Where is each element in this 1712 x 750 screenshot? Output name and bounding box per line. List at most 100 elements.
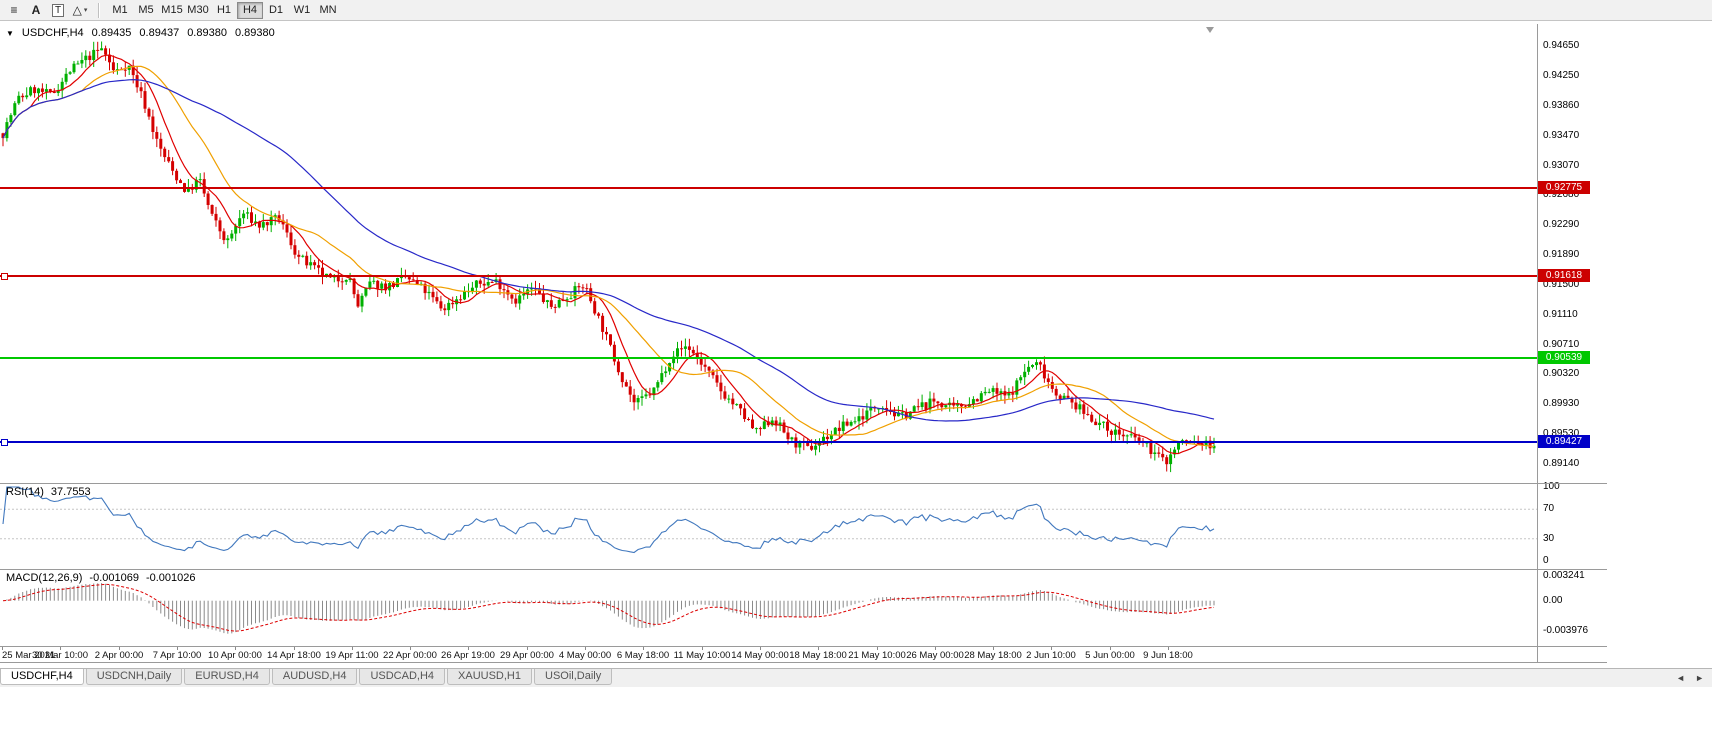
top-toolbar: ≡ A T △ ▾ M1 M5 M15 M30 H1 H4 D1 W1 MN xyxy=(0,0,1712,21)
tab-scroll-buttons: ◄ ► xyxy=(1676,673,1704,683)
time-axis-tick xyxy=(993,647,994,650)
chart-window-bottom-border xyxy=(0,662,1607,663)
time-axis-label: 25 Mar 2021 xyxy=(2,650,56,661)
macd-axis-label: 0.00 xyxy=(1543,595,1563,606)
time-axis-label: 26 May 00:00 xyxy=(906,650,964,661)
price-level-tag: 0.92775 xyxy=(1538,181,1590,194)
time-axis-tick xyxy=(585,647,586,650)
time-axis-tick xyxy=(1110,647,1111,650)
chart-tab-usdchf-h4[interactable]: USDCHF,H4 xyxy=(0,669,84,685)
time-axis-label: 2 Jun 10:00 xyxy=(1026,650,1076,661)
time-axis-tick xyxy=(60,647,61,650)
chart-tab-bar: USDCHF,H4 USDCNH,Daily EURUSD,H4 AUDUSD,H4 U… xyxy=(0,668,1712,687)
price-axis-label: 0.92290 xyxy=(1543,219,1580,230)
price-axis-label: 0.93070 xyxy=(1543,160,1580,171)
time-axis-tick xyxy=(119,647,120,650)
line-anchor-marker[interactable] xyxy=(1,439,8,446)
time-axis-label: 18 May 18:00 xyxy=(789,650,847,661)
rsi-indicator-canvas[interactable] xyxy=(0,484,1537,569)
time-axis-tick xyxy=(877,647,878,650)
macd-axis-label: -0.003976 xyxy=(1543,625,1589,636)
ohlc-low: 0.89380 xyxy=(187,27,227,39)
price-axis-label: 0.91500 xyxy=(1543,279,1580,290)
time-axis-label: 2 Apr 00:00 xyxy=(94,650,144,661)
timeframe-button-d1[interactable]: D1 xyxy=(268,4,284,16)
price-chart-canvas[interactable] xyxy=(0,24,1537,483)
time-axis-label: 26 Apr 19:00 xyxy=(441,650,495,661)
price-axis-label: 0.94650 xyxy=(1543,40,1580,51)
timeframe-button-m1[interactable]: M1 xyxy=(112,4,128,16)
rsi-axis-label: 30 xyxy=(1543,533,1555,544)
time-axis-label: 19 Apr 11:00 xyxy=(325,650,379,661)
tab-scroll-right-button[interactable]: ► xyxy=(1695,673,1704,683)
text-box-icon: T xyxy=(51,3,65,17)
text-box-button[interactable]: T xyxy=(48,2,68,19)
timeframe-button-w1[interactable]: W1 xyxy=(293,4,311,16)
rsi-panel-separator[interactable] xyxy=(0,483,1607,484)
text-label-icon: A xyxy=(31,3,41,17)
timeframe-button-mn[interactable]: MN xyxy=(319,4,337,16)
toolbar-separator xyxy=(98,2,100,18)
time-axis-tick xyxy=(177,647,178,650)
horizontal-level-line[interactable] xyxy=(0,187,1537,189)
chart-tab-usdcnh-daily[interactable]: USDCNH,Daily xyxy=(85,669,183,685)
price-axis-separator[interactable] xyxy=(1537,24,1538,662)
shapes-dropdown-button[interactable]: △ ▾ xyxy=(70,2,90,19)
time-axis-tick xyxy=(1051,647,1052,650)
time-axis-label: 22 Apr 00:00 xyxy=(383,650,437,661)
timeframe-button-m15[interactable]: M15 xyxy=(161,4,183,16)
timeframe-button-group: M1 M5 M15 M30 H1 H4 D1 W1 MN xyxy=(107,1,341,19)
price-axis-label: 0.89140 xyxy=(1543,458,1580,469)
chart-shift-marker-icon[interactable] xyxy=(1206,27,1214,33)
chart-tab-usoil-daily[interactable]: USOil,Daily xyxy=(534,669,613,685)
time-axis-label: 30 Mar 10:00 xyxy=(32,650,88,661)
line-anchor-marker[interactable] xyxy=(1,273,8,280)
macd-panel-separator[interactable] xyxy=(0,569,1607,570)
time-axis-tick xyxy=(760,647,761,650)
time-axis-tick xyxy=(935,647,936,650)
rsi-value: 37.7553 xyxy=(50,486,91,498)
price-axis-label: 0.90320 xyxy=(1543,368,1580,379)
rsi-name: RSI(14) xyxy=(6,486,44,498)
line-studies-button[interactable]: ≡ xyxy=(4,2,24,19)
time-axis-label: 6 May 18:00 xyxy=(616,650,670,661)
chart-tab-xauusd-h1[interactable]: XAUUSD,H1 xyxy=(447,669,532,685)
horizontal-level-line[interactable] xyxy=(0,357,1537,359)
time-axis-label: 11 May 10:00 xyxy=(673,650,731,661)
price-axis-label: 0.93470 xyxy=(1543,130,1580,141)
time-axis-tick xyxy=(468,647,469,650)
time-axis-label: 9 Jun 18:00 xyxy=(1143,650,1193,661)
ohlc-open: 0.89435 xyxy=(91,27,132,39)
chart-tab-usdcad-h4[interactable]: USDCAD,H4 xyxy=(359,669,446,685)
time-axis-label: 7 Apr 10:00 xyxy=(152,650,202,661)
ohlc-high: 0.89437 xyxy=(139,27,180,39)
time-axis-label: 14 May 00:00 xyxy=(731,650,789,661)
chevron-down-icon: ▾ xyxy=(83,7,88,14)
macd-signal-value: -0.001026 xyxy=(145,572,196,584)
symbol-dropdown-icon[interactable]: ▼ xyxy=(6,28,14,38)
timeframe-button-h4[interactable]: H4 xyxy=(237,1,263,19)
time-axis-label: 10 Apr 00:00 xyxy=(208,650,262,661)
time-axis-tick xyxy=(702,647,703,650)
price-level-tag: 0.91618 xyxy=(1538,269,1590,282)
text-label-button[interactable]: A xyxy=(26,2,46,19)
chart-tab-audusd-h4[interactable]: AUDUSD,H4 xyxy=(271,669,358,685)
price-axis-label: 0.94250 xyxy=(1543,70,1580,81)
shapes-icon: △ xyxy=(72,3,82,17)
ohlc-close: 0.89380 xyxy=(234,27,275,39)
horizontal-level-line[interactable] xyxy=(0,275,1537,277)
timeframe-button-h1[interactable]: H1 xyxy=(216,4,232,16)
timeframe-button-m30[interactable]: M30 xyxy=(187,4,209,16)
rsi-axis-label: 100 xyxy=(1543,481,1560,492)
tab-scroll-left-button[interactable]: ◄ xyxy=(1676,673,1686,683)
chart-tab-eurusd-h4[interactable]: EURUSD,H4 xyxy=(184,669,270,685)
price-axis-label: 0.92680 xyxy=(1543,189,1580,200)
macd-indicator-canvas[interactable] xyxy=(0,570,1537,646)
horizontal-level-line[interactable] xyxy=(0,441,1537,443)
time-axis-tick xyxy=(2,647,3,650)
time-axis-label: 4 May 00:00 xyxy=(558,650,612,661)
line-studies-icon: ≡ xyxy=(10,3,18,17)
rsi-indicator-label: RSI(14) 37.7553 xyxy=(6,486,91,498)
timeframe-button-m5[interactable]: M5 xyxy=(138,4,154,16)
